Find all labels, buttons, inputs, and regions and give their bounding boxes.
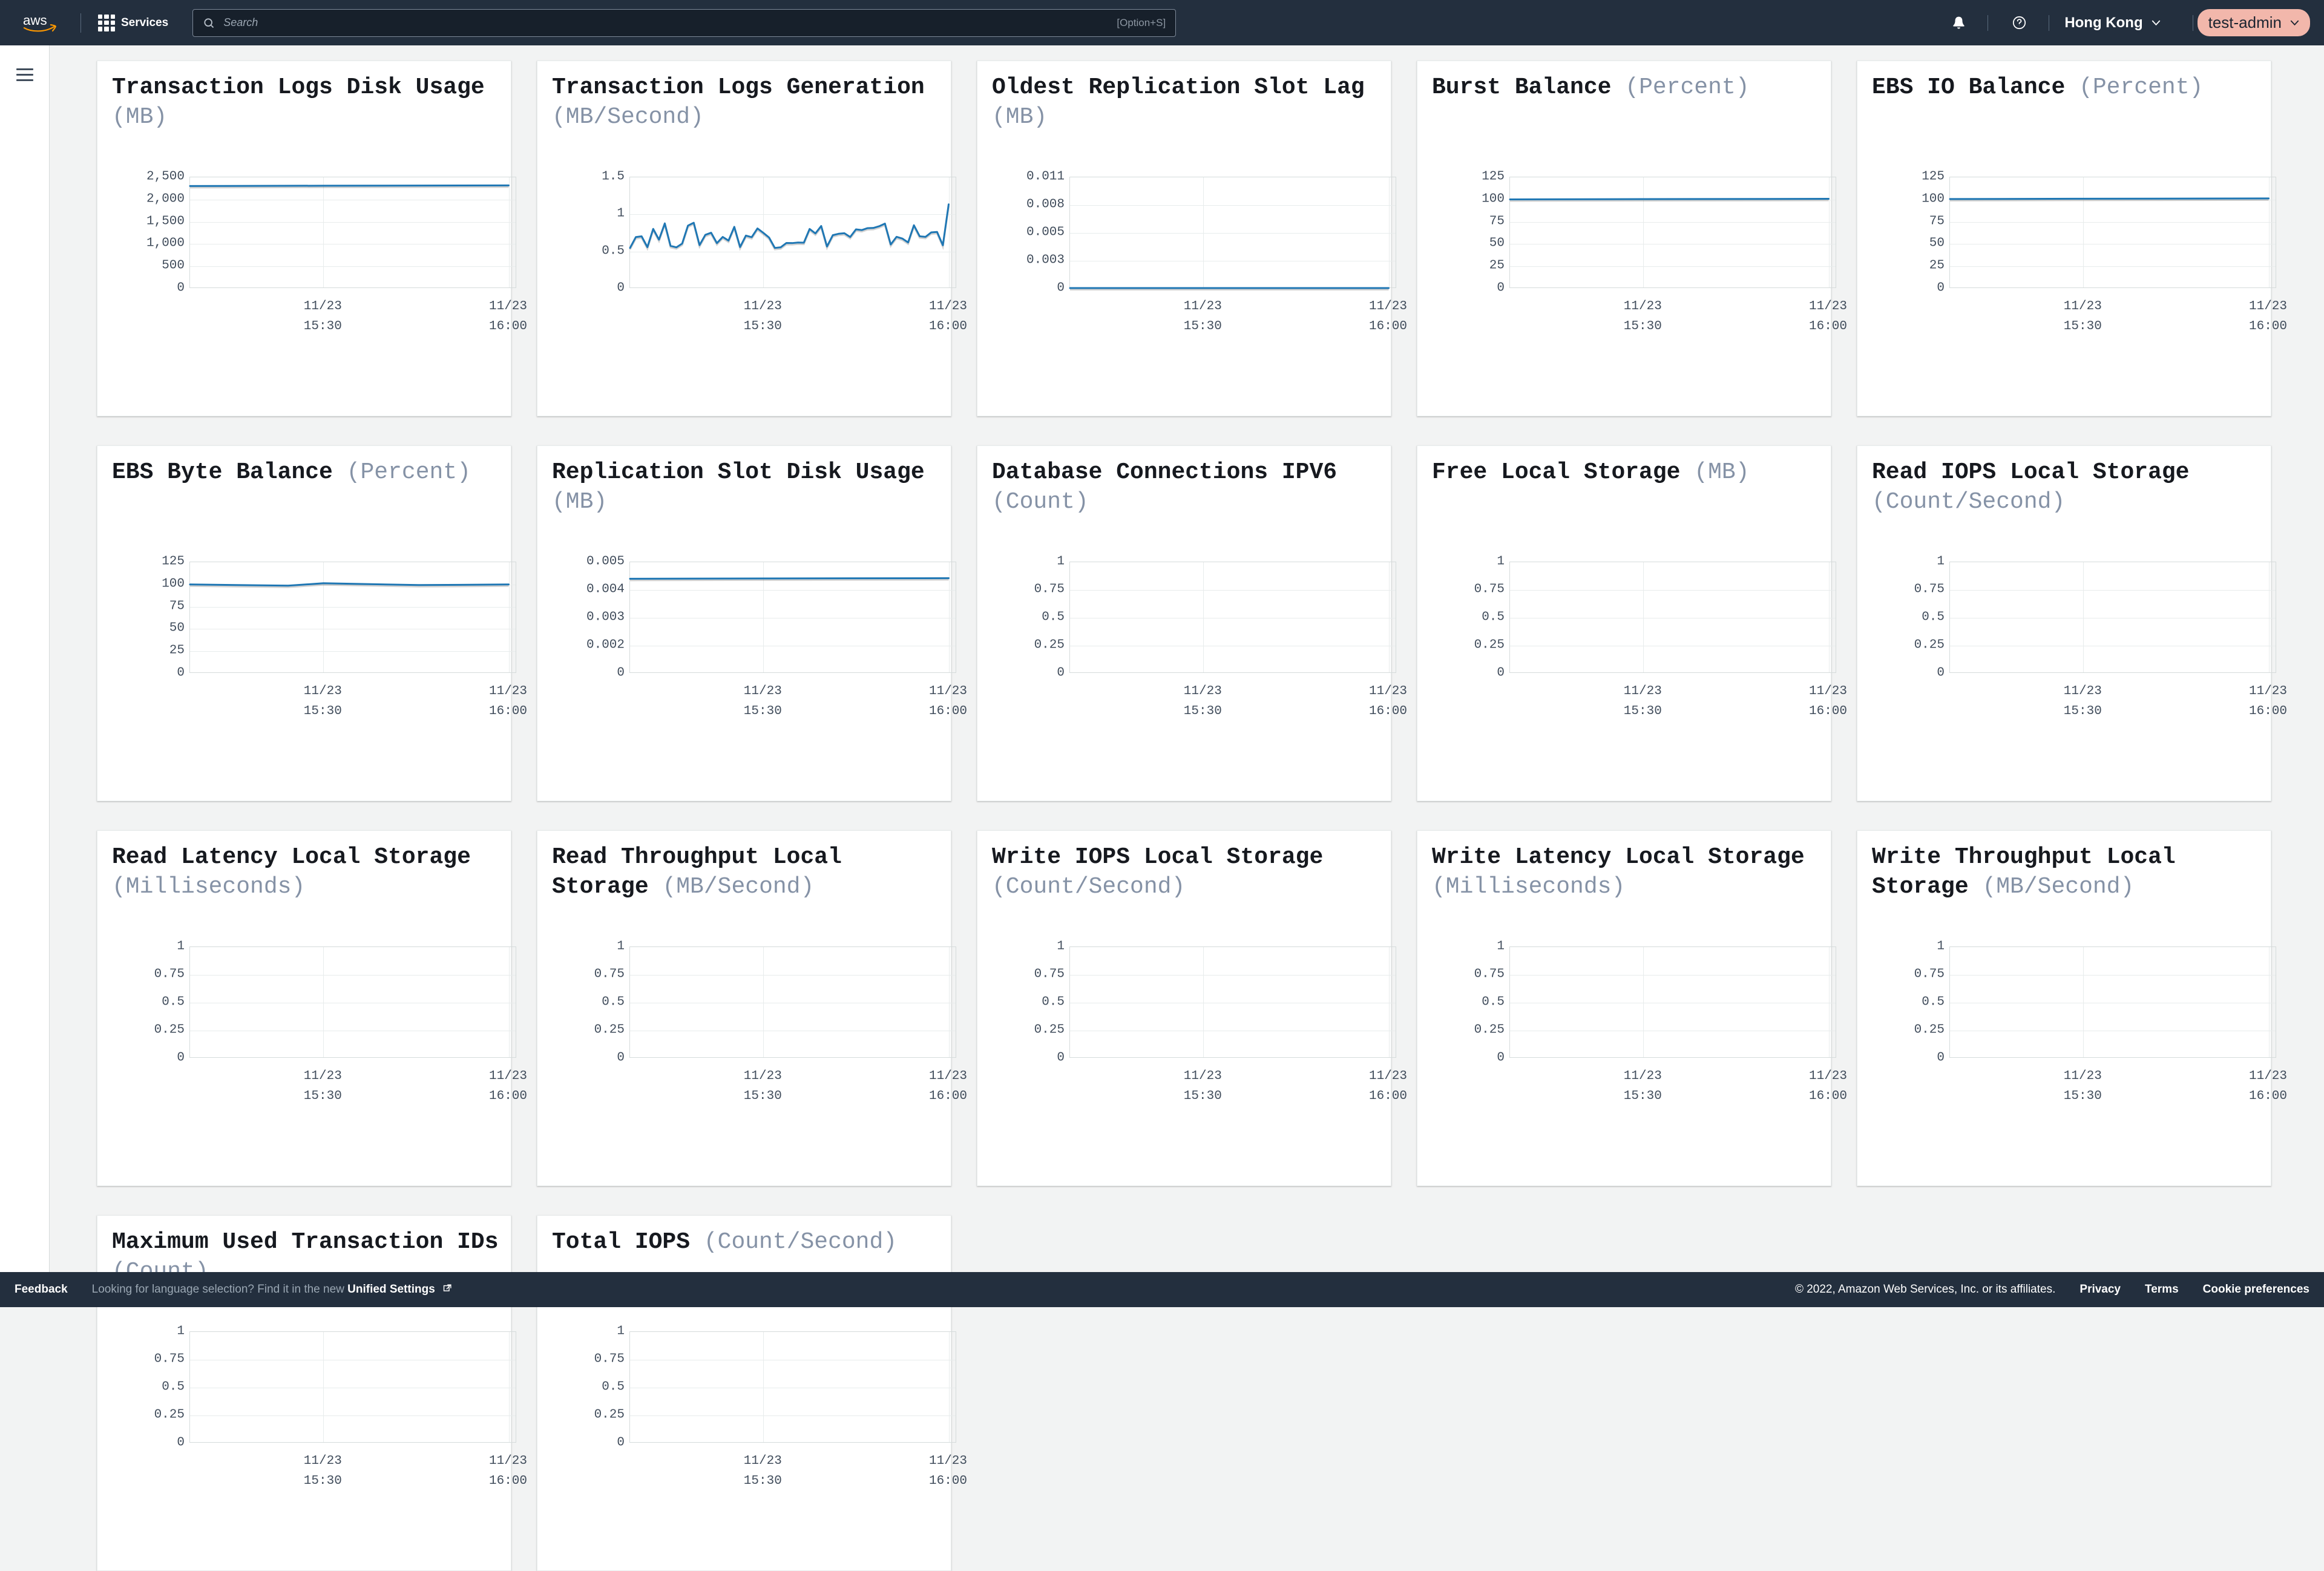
svg-text:aws: aws: [23, 13, 47, 28]
